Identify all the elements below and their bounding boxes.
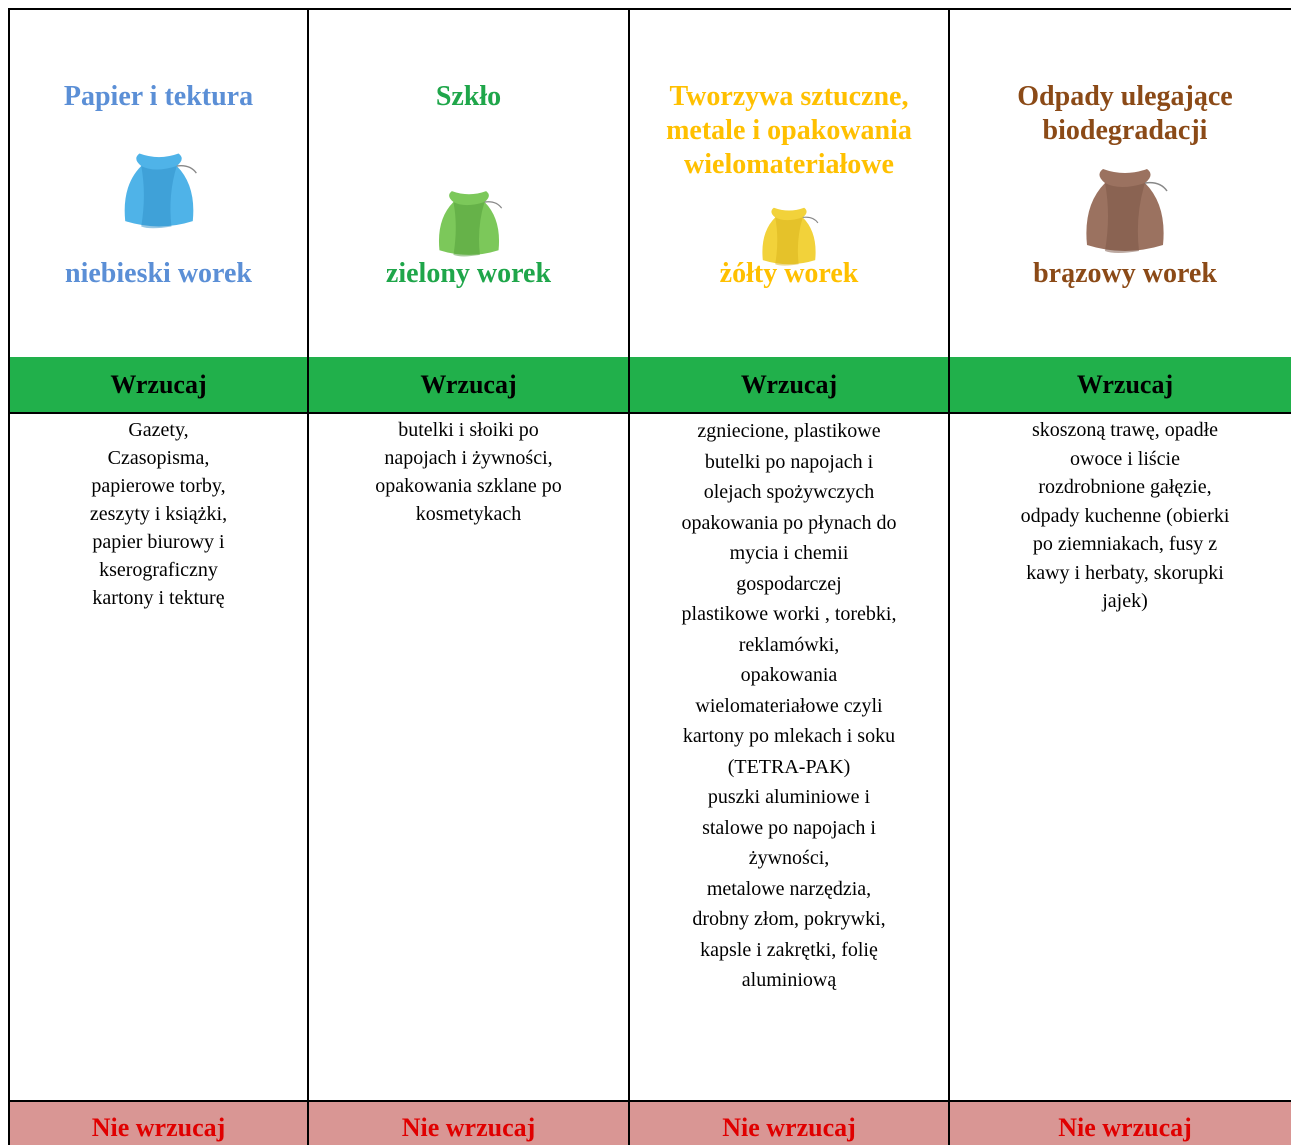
accept-list: butelki i słoiki po napojach i żywności, o… (309, 416, 628, 528)
column: Szkło zielony worek Wrzucaj butelki i słoi… (307, 8, 628, 1145)
accept-item: owoce i liście (1070, 447, 1180, 470)
category-title: Szkło (435, 81, 502, 112)
accept-item: gospodarczej (736, 572, 842, 595)
accept-list: skoszoną trawę, opadłe owoce i liście rozd… (950, 416, 1291, 616)
reject-header: Nie wrzucaj (950, 1100, 1291, 1145)
accept-item: rozdrobnione gałęzie, (1038, 476, 1212, 498)
accept-item: Czasopisma, (107, 447, 210, 469)
accept-header: Wrzucaj (10, 357, 307, 414)
accept-item: butelki po napojach i (704, 450, 874, 473)
accept-item: kserograficzny (99, 559, 218, 581)
accept-header: Wrzucaj (950, 357, 1291, 414)
accept-item: jajek) (1102, 590, 1148, 612)
accept-item: kartony po mlekach i soku (682, 725, 896, 747)
bag-icon (762, 207, 819, 266)
accept-item: opakowania szklane po (375, 475, 562, 497)
reject-header: Nie wrzucaj (309, 1100, 628, 1145)
header-cell: Tworzywa sztuczne, metale i opakowania w… (630, 8, 948, 359)
accept-item: kosmetykach (415, 503, 522, 525)
accept-item: opakowania po płynach do (681, 511, 897, 534)
accept-item: papier biurowy i (92, 531, 225, 553)
accept-item: (TETRA-PAK) (727, 755, 851, 778)
accept-header: Wrzucaj (309, 357, 628, 414)
accept-item: butelki i słoiki po (398, 419, 539, 441)
accept-item: puszki aluminiowe i (707, 786, 871, 808)
accept-item: po ziemniakach, fusy z (1032, 533, 1218, 555)
category-title: Odpady ulegające biodegradacji (1017, 81, 1233, 146)
accept-item: aluminiową (741, 969, 837, 991)
accept-header: Wrzucaj (630, 357, 948, 414)
bag-icon (1086, 169, 1168, 253)
accept-item: opakowania (740, 664, 838, 686)
category-title: Papier i tektura (63, 81, 254, 112)
bag-label: niebieski worek (65, 258, 252, 289)
column: Odpady ulegające biodegradacji brązowy w… (948, 8, 1291, 1145)
accept-item: zeszyty i książki, (89, 503, 228, 525)
reject-header: Nie wrzucaj (10, 1100, 307, 1145)
accept-item: napojach i żywności, (384, 447, 553, 469)
reject-header: Nie wrzucaj (630, 1100, 948, 1145)
accept-item: olejach spożywczych (703, 481, 875, 503)
bag-icon (438, 191, 502, 257)
bag-icon (124, 153, 197, 229)
accept-item: metalowe narzędzia, (706, 877, 872, 900)
header-cell: Papier i tektura niebieski worek (10, 8, 307, 359)
accept-item: wielomateriałowe czyli (695, 694, 883, 717)
accept-item: zgniecione, plastikowe (697, 420, 881, 442)
bag-label: zielony worek (385, 258, 552, 289)
accept-item: drobny złom, pokrywki, (692, 908, 886, 930)
accept-item: papierowe torby, (91, 475, 226, 497)
bag-label: żółty worek (719, 258, 859, 289)
header-cell: Szkło zielony worek (309, 8, 628, 359)
accept-item: kawy i herbaty, skorupki (1026, 561, 1224, 584)
accept-item: Gazety, (128, 419, 189, 441)
accept-list: zgniecione, plastikowe butelki po napojac… (630, 416, 948, 996)
accept-item: skoszoną trawę, opadłe (1031, 419, 1219, 441)
accept-item: odpady kuchenne (obierki (1020, 504, 1230, 527)
accept-item: mycia i chemii (729, 542, 849, 564)
column: Tworzywa sztuczne, metale i opakowania w… (628, 8, 948, 1145)
bag-label: brązowy worek (1033, 258, 1217, 289)
accept-item: plastikowe worki , torebki, (681, 603, 897, 625)
accept-item: reklamówki, (738, 633, 840, 656)
accept-item: żywności, (748, 847, 830, 869)
accept-item: kartony i tekturę (92, 587, 225, 609)
accept-list: Gazety, Czasopisma, papierowe torby, zeszyt… (10, 416, 307, 612)
category-title: Tworzywa sztuczne, metale i opakowania w… (666, 81, 912, 180)
accept-item: stalowe po napojach i (702, 816, 876, 839)
header-cell: Odpady ulegające biodegradacji brązowy w… (950, 8, 1291, 359)
accept-item: kapsle i zakrętki, folię (700, 938, 878, 961)
column: Papier i tektura niebieski worek Wrzucaj G… (8, 8, 307, 1145)
